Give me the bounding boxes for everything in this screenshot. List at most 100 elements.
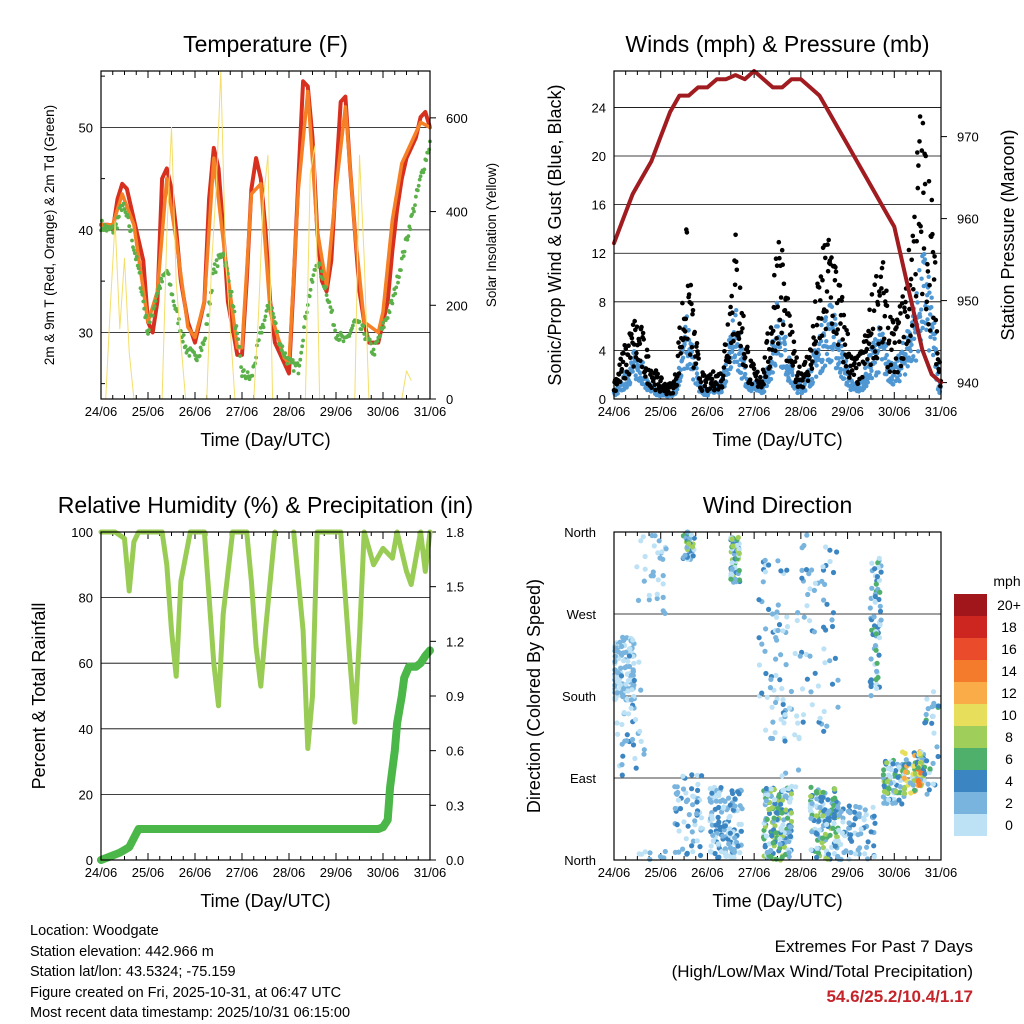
winds-gust-point [655,371,660,377]
winds-wind-point [879,357,885,362]
winds-gust-point [755,369,760,375]
temperature-dewpoint-point [213,270,218,275]
temperature-dewpoint-point [253,361,258,366]
winds-wind-point [928,334,933,340]
winds-wind-point [872,360,878,365]
wind-direction-point [831,814,838,820]
winds-wind-point [908,348,913,354]
wind-direction-point [723,853,729,859]
winds-gust-point [730,310,735,316]
temperature-ytick-right-label: 200 [446,298,468,313]
winds-gust-point [900,294,905,299]
winds-ytick-label: 16 [592,198,606,213]
winds-gust-point [745,344,750,350]
winds-gust-point [924,299,930,305]
winds-gust-point [909,323,915,328]
wind-direction-xtick-label: 25/06 [644,865,677,880]
wind-direction-point [793,784,799,790]
station-latlon: Station lat/lon: 43.5324; -75.159 [30,964,236,980]
wind-direction-point [814,790,820,796]
wind-direction-xtick-label: 28/06 [785,865,818,880]
wind-direction-point [884,760,890,766]
wind-direction-title: Wind Direction [703,492,853,518]
wind-direction-point [763,626,769,632]
winds-wind-point [902,372,908,377]
winds-gust-point [881,336,887,342]
winds-wind-point [931,352,936,358]
winds-wind-point [733,313,738,318]
wind-direction-point [786,705,793,711]
winds-gust-point [737,321,742,327]
temperature-dewpoint-point [197,354,202,358]
winds-gust-point [862,361,867,367]
winds-gust-point [680,300,685,306]
temperature-dewpoint-point [146,332,150,336]
winds-wind-point [829,304,835,309]
humidity-series-rh-2 [291,529,433,751]
winds-xtick-label: 31/06 [925,404,958,419]
wind-direction-point [622,665,628,671]
temperature-dewpoint-point [148,320,152,325]
temperature-dewpoint-point [302,325,306,329]
winds-gust-point [833,264,838,270]
wind-direction-point [878,617,884,623]
temperature-dewpoint-point [310,280,315,284]
winds-gust-point [624,362,629,368]
winds-wind-point [839,344,844,349]
humidity-ytick-label: 20 [79,787,93,802]
winds-gust-point [802,359,808,365]
winds-frame [613,70,942,400]
wind-direction-point [880,772,887,778]
wind-direction-point [683,790,689,796]
winds-gust-point [932,254,937,259]
wind-direction-point [717,824,723,830]
winds-wind-point [906,355,912,360]
winds-gust-point [930,249,936,255]
wind-direction-point [801,542,807,549]
winds-gust-point [626,371,632,377]
winds-gust-point [775,304,780,310]
winds-gust-point [702,383,708,389]
wind-direction-point [861,815,867,821]
winds-gust-point [659,375,664,381]
winds-gust-point [892,369,897,375]
wind-direction-frame [613,531,942,861]
winds-gust-point [818,298,823,303]
wind-direction-point [809,702,815,708]
wind-direction-point [931,730,937,736]
winds-wind-point [902,361,907,366]
winds-gust-point [880,260,886,265]
wind-direction-point [630,667,636,673]
winds-ytick-right-label: 960 [957,212,979,227]
wind-direction-point [630,637,636,643]
wind-direction-point [763,670,769,677]
wind-direction-point [728,854,734,860]
winds-gust-point [785,296,791,301]
temperature-dewpoint-point [337,337,342,342]
winds-gust-point [779,247,785,253]
winds-wind-point [680,355,686,360]
wind-direction-point [935,703,942,709]
winds-gust-point [721,373,726,379]
temperature-dewpoint-point [328,305,333,309]
wind-direction-point [930,781,936,787]
wind-direction-point [813,830,819,836]
winds-wind-point [728,365,734,370]
wind-direction-point [773,614,780,620]
wind-direction-point [686,812,692,818]
wind-direction-point [690,802,696,808]
data-timestamp: Most recent data timestamp: 2025/10/31 0… [30,1005,351,1021]
humidity-xtick-label: 24/06 [85,865,118,880]
wind-direction-point [762,844,768,850]
temperature-dewpoint-point [239,365,244,369]
winds-gust-point [640,330,646,336]
wind-direction-point [797,653,803,659]
winds-wind-point [630,369,635,374]
wind-direction-point [682,552,688,558]
wind-direction-point [874,660,880,666]
winds-wind-point [726,371,731,377]
wind-direction-point [760,579,766,585]
winds-gust-point [765,331,770,336]
winds-wind-point [833,322,838,327]
wind-direction-point [823,544,829,550]
